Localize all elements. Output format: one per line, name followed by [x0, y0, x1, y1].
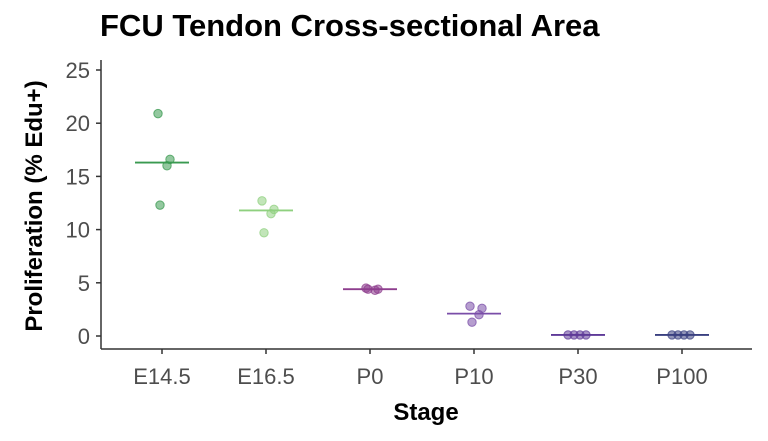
data-points [153, 108, 695, 340]
y-tick-label: 20 [66, 111, 90, 136]
data-point [259, 228, 269, 238]
data-point [266, 208, 276, 219]
data-point [581, 330, 591, 340]
mean-lines [135, 161, 709, 336]
data-point [474, 310, 484, 320]
chart-title: FCU Tendon Cross-sectional Area [100, 8, 600, 43]
data-point [153, 108, 163, 119]
data-point [155, 200, 165, 210]
y-axis-title: Proliferation (% Edu+) [21, 80, 48, 331]
data-point [467, 317, 477, 327]
data-point [363, 284, 373, 294]
data-point [685, 330, 695, 340]
data-point [257, 196, 267, 206]
x-tick-label: E16.5 [237, 364, 295, 389]
y-tick-label: 15 [66, 164, 90, 189]
y-tick-label: 25 [66, 58, 90, 83]
y-ticks: 0 5 10 15 20 25 [66, 58, 101, 349]
data-point [465, 301, 475, 311]
x-axis-title: Stage [393, 399, 458, 426]
data-point [162, 161, 172, 171]
axes [100, 60, 752, 350]
y-tick-label: 0 [78, 324, 90, 349]
x-tick-label: P10 [454, 364, 493, 389]
x-tick-label: P30 [558, 364, 597, 389]
x-ticks: E14.5 E16.5 P0 P10 P30 P100 [133, 349, 708, 389]
y-tick-label: 10 [66, 218, 90, 243]
y-tick-label: 5 [78, 271, 90, 296]
x-tick-label: P0 [357, 364, 384, 389]
x-tick-label: P100 [656, 364, 707, 389]
x-tick-label: E14.5 [133, 364, 191, 389]
